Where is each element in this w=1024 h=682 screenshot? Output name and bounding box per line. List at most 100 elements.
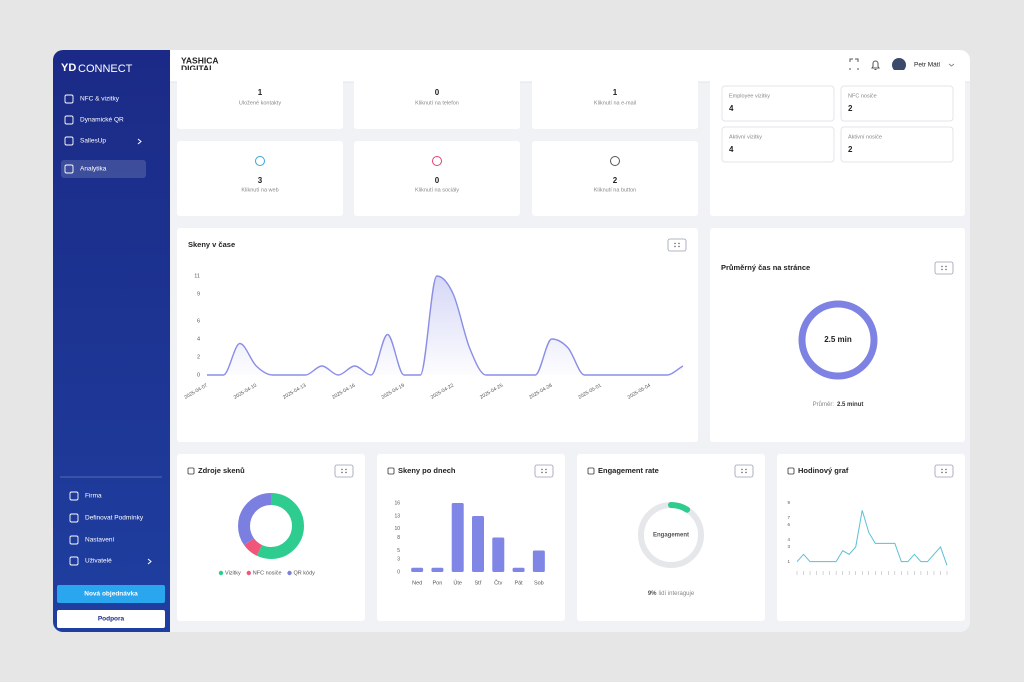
y-tick-label: 9	[197, 291, 200, 297]
app-window: YD CONNECT Nová objednávka Podpora NFC &…	[53, 50, 970, 632]
sidebar-bg	[53, 50, 170, 632]
legend-dot	[287, 570, 292, 576]
x-tick-label: Pát	[514, 580, 523, 586]
menu-item[interactable]: Analytika	[80, 166, 107, 173]
card	[354, 70, 520, 129]
menu-item[interactable]: Nastavení	[85, 537, 114, 544]
menu-item[interactable]: Firma	[85, 493, 102, 500]
menu-dot	[945, 265, 947, 268]
avatar[interactable]	[892, 58, 906, 72]
sidebar: YD CONNECT Nová objednávka Podpora NFC &…	[53, 50, 170, 632]
support-label[interactable]: Podpora	[98, 616, 125, 623]
menu-dot	[345, 471, 347, 474]
menu-dot	[341, 471, 343, 474]
note-value: 2.5 minut	[837, 402, 863, 408]
bar	[411, 567, 424, 572]
y-tick-label: 10	[394, 526, 400, 532]
summary-label: Employee vizitky	[729, 93, 770, 99]
card	[177, 454, 365, 621]
chart-title: Zdroje skenů	[198, 466, 245, 475]
menu-dot	[345, 468, 347, 471]
bar	[512, 567, 525, 572]
x-tick-label: Stř	[474, 580, 481, 586]
summary-value: 4	[729, 104, 734, 113]
card	[177, 141, 343, 216]
y-tick-label: 6	[197, 318, 200, 324]
y-tick-label: 6	[787, 522, 790, 527]
caption-text: lidí interaguje	[658, 591, 694, 597]
y-tick-label: 8	[397, 535, 400, 541]
card	[377, 454, 565, 621]
summary-card	[721, 126, 835, 163]
bar	[451, 503, 464, 572]
y-tick-label: 3	[397, 556, 400, 562]
y-tick-label: 2	[197, 354, 200, 360]
area	[207, 276, 683, 375]
title-icon	[387, 467, 395, 475]
x-tick-label: Sob	[534, 580, 544, 586]
menu-icon	[69, 535, 79, 545]
menu-dot	[674, 242, 676, 245]
active-item	[61, 160, 146, 178]
bell-icon[interactable]	[871, 60, 880, 70]
title-icon	[187, 467, 195, 475]
card-menu-button[interactable]	[734, 464, 754, 478]
menu-dot	[941, 468, 943, 471]
stat-label: Kliknutí na sociály	[415, 187, 459, 193]
menu-item[interactable]: Uživatelé	[85, 558, 112, 565]
menu-dot	[741, 471, 743, 474]
fullscreen-icon[interactable]	[849, 58, 859, 72]
stat-value: 0	[435, 88, 440, 97]
stat-label: Kliknutí na telefon	[415, 100, 459, 106]
card	[532, 70, 698, 129]
card	[577, 454, 765, 621]
card-menu-button[interactable]	[534, 464, 554, 478]
menu-dot	[741, 468, 743, 471]
menu-item[interactable]: Definovat Podmínky	[85, 515, 144, 522]
chart-title: Skeny v čase	[188, 240, 235, 249]
legend-label: NFC nosiče	[253, 570, 282, 576]
stat-label: Uložené kontakty	[239, 100, 281, 106]
card-menu-button[interactable]	[934, 261, 954, 275]
card	[532, 141, 698, 216]
ring-note: Průměr: 2.5 minut	[813, 401, 864, 408]
menu-icon	[64, 115, 74, 125]
legend-dot	[246, 570, 251, 576]
menu-item[interactable]: Dynamické QR	[80, 117, 124, 124]
stat-value: 3	[258, 176, 263, 185]
chart-title: Průměrný čas na stránce	[721, 263, 810, 272]
legend-dot	[218, 570, 224, 576]
stat-label: Kliknutí na button	[594, 187, 637, 193]
chevrons	[137, 138, 152, 565]
card-menu-button[interactable]	[334, 464, 354, 478]
menu-dot	[545, 471, 547, 474]
line	[796, 510, 948, 566]
menu-dot	[941, 268, 943, 271]
caption: 9% lidí interaguje	[648, 591, 695, 597]
menu-icon	[69, 491, 79, 501]
menu-dot	[945, 268, 947, 271]
order-label[interactable]: Nová objednávka	[84, 591, 138, 598]
menu-icon	[64, 164, 74, 174]
ring-progress	[638, 502, 704, 568]
summary-value: 2	[848, 145, 853, 154]
ring-label: 2.5 min	[824, 335, 852, 344]
card-menu-button[interactable]	[667, 238, 687, 252]
card-menu-button[interactable]	[934, 464, 954, 478]
order-button[interactable]	[57, 585, 165, 603]
user-chevron[interactable]	[948, 63, 955, 67]
bar	[472, 515, 484, 572]
support-button[interactable]	[57, 610, 165, 628]
menu-dot	[745, 468, 747, 471]
chart-title: Engagement rate	[598, 466, 659, 475]
summary-value: 2	[848, 104, 853, 113]
menu-dot	[745, 471, 747, 474]
menu-item[interactable]: NFC & vizitky	[80, 96, 120, 103]
menu-item[interactable]: SallesUp	[80, 138, 106, 145]
y-tick-label: 1	[787, 559, 790, 564]
line	[207, 275, 684, 376]
menu-dot	[678, 242, 680, 245]
y-tick-label: 0	[397, 569, 400, 575]
user-name[interactable]: Petr Mátl	[914, 62, 941, 69]
donut-segment	[238, 493, 304, 559]
